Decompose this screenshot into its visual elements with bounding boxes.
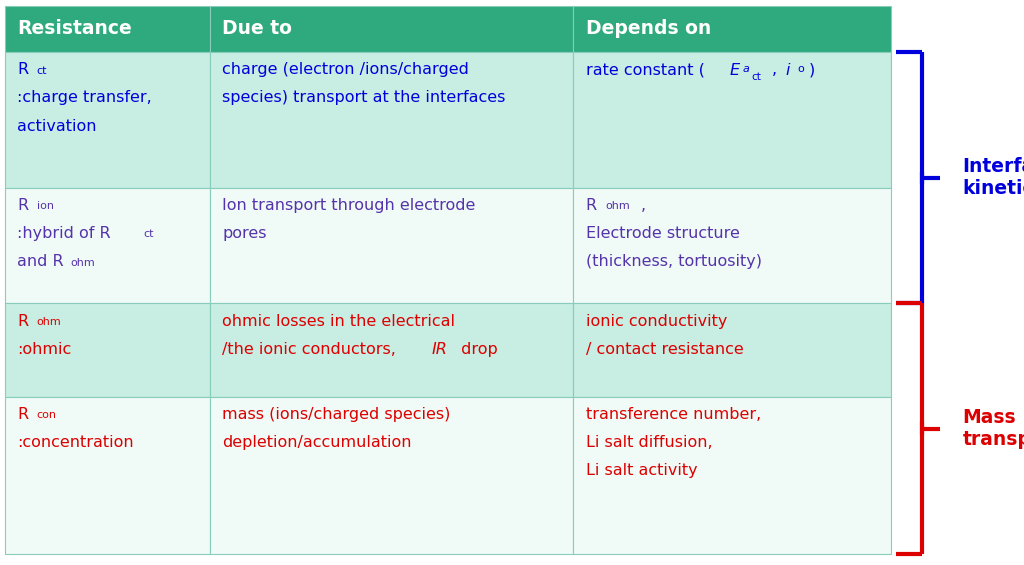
Text: Electrode structure: Electrode structure <box>586 226 739 241</box>
Text: species) transport at the interfaces: species) transport at the interfaces <box>222 90 506 106</box>
Text: R: R <box>17 62 29 77</box>
Text: charge (electron /ions/charged: charge (electron /ions/charged <box>222 62 469 77</box>
Text: ohm: ohm <box>37 317 61 327</box>
Bar <box>573 52 891 188</box>
Text: :ohmic: :ohmic <box>17 342 72 357</box>
Text: transference number,: transference number, <box>586 407 761 422</box>
Text: /the ionic conductors,: /the ionic conductors, <box>222 342 401 357</box>
Text: activation: activation <box>17 119 97 134</box>
Text: / contact resistance: / contact resistance <box>586 342 743 357</box>
Text: Li salt diffusion,: Li salt diffusion, <box>586 435 713 450</box>
Text: R: R <box>586 198 597 213</box>
Bar <box>5 397 210 554</box>
Bar <box>210 188 573 303</box>
Bar <box>5 52 210 188</box>
Text: pores: pores <box>222 226 266 241</box>
Bar <box>573 303 891 397</box>
Text: Depends on: Depends on <box>586 19 711 38</box>
Text: drop: drop <box>456 342 498 357</box>
Text: :hybrid of R: :hybrid of R <box>17 226 111 241</box>
Text: ct: ct <box>37 66 47 76</box>
Bar <box>210 303 573 397</box>
Bar <box>573 6 891 52</box>
Text: a: a <box>742 64 750 75</box>
Text: ,: , <box>772 62 782 77</box>
Text: IR: IR <box>431 342 447 357</box>
Text: ohm: ohm <box>71 258 95 268</box>
Bar <box>210 52 573 188</box>
Text: mass (ions/charged species): mass (ions/charged species) <box>222 407 451 422</box>
Text: R: R <box>17 198 29 213</box>
Text: Mass
transport: Mass transport <box>963 408 1024 449</box>
Text: ct: ct <box>143 229 154 240</box>
Bar <box>573 397 891 554</box>
Text: :charge transfer,: :charge transfer, <box>17 90 153 106</box>
Text: (thickness, tortuosity): (thickness, tortuosity) <box>586 254 762 270</box>
Text: :concentration: :concentration <box>17 435 134 450</box>
Text: ion: ion <box>37 201 54 211</box>
Text: ohm: ohm <box>605 201 630 211</box>
Text: ionic conductivity: ionic conductivity <box>586 314 727 329</box>
Text: Interfacial
kinetics: Interfacial kinetics <box>963 157 1024 198</box>
Text: Li salt activity: Li salt activity <box>586 463 697 479</box>
Text: Resistance: Resistance <box>17 19 132 38</box>
Bar <box>5 188 210 303</box>
Text: depletion/accumulation: depletion/accumulation <box>222 435 412 450</box>
Bar <box>210 397 573 554</box>
Text: ,: , <box>641 198 646 213</box>
Text: ct: ct <box>752 72 762 82</box>
Bar <box>5 6 210 52</box>
Text: rate constant (: rate constant ( <box>586 62 705 77</box>
Text: con: con <box>37 410 57 420</box>
Text: R: R <box>17 407 29 422</box>
Text: $E$: $E$ <box>729 62 741 78</box>
Text: Due to: Due to <box>222 19 292 38</box>
Bar <box>573 188 891 303</box>
Bar <box>5 303 210 397</box>
Text: o: o <box>798 64 805 75</box>
Text: $i$: $i$ <box>785 62 792 78</box>
Text: and R: and R <box>17 254 65 270</box>
Text: R: R <box>17 314 29 329</box>
Text: Ion transport through electrode: Ion transport through electrode <box>222 198 475 213</box>
Text: ohmic losses in the electrical: ohmic losses in the electrical <box>222 314 456 329</box>
Bar <box>210 6 573 52</box>
Text: ): ) <box>809 62 815 77</box>
